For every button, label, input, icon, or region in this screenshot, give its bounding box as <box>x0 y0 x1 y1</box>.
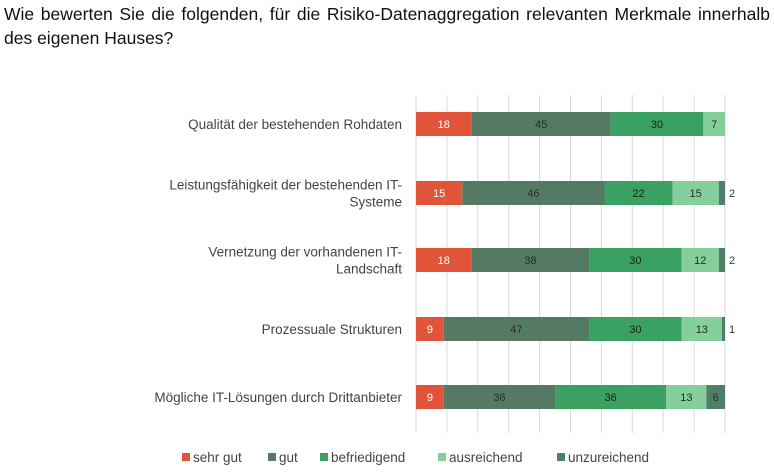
legend-label: gut <box>279 450 298 465</box>
bar-segment <box>610 112 704 136</box>
legend-swatch <box>182 453 190 461</box>
legend: sehr gut gut befriedigend ausreichend unzure… <box>182 450 649 465</box>
data-label: 6 <box>713 392 719 404</box>
bar-segment <box>443 317 590 341</box>
data-label: 2 <box>729 188 735 200</box>
bar-segment <box>718 181 725 205</box>
bar-segment <box>416 385 444 409</box>
bar-segment <box>555 385 667 409</box>
bar-segment <box>416 248 472 272</box>
legend-label: unzureichend <box>568 450 649 465</box>
bar-segment <box>604 181 673 205</box>
data-label: 38 <box>524 255 536 267</box>
bar-segment <box>718 248 725 272</box>
chart-title: Wie bewerten Sie die folgenden, für die … <box>4 4 770 48</box>
bar-segment <box>471 112 611 136</box>
data-label: 30 <box>651 119 663 131</box>
category-labels: Qualität der bestehenden Rohdaten Leistun… <box>154 117 402 405</box>
data-label: 1 <box>729 324 735 336</box>
bar-segment <box>589 248 682 272</box>
bar-segment <box>471 248 590 272</box>
data-label: 30 <box>629 324 641 336</box>
data-label: 15 <box>433 188 445 200</box>
legend-swatch <box>557 453 565 461</box>
data-label: 45 <box>535 119 547 131</box>
category-label: Prozessuale Strukturen <box>262 322 402 337</box>
data-label: 47 <box>510 324 522 336</box>
category-label: Mögliche IT-Lösungen durch Drittanbieter <box>154 390 402 405</box>
bar-segment <box>443 385 556 409</box>
legend-label: sehr gut <box>193 450 242 465</box>
category-label: Landschaft <box>336 262 402 277</box>
bar-segment <box>681 317 722 341</box>
bar-segment <box>681 248 719 272</box>
data-label: 13 <box>696 324 708 336</box>
data-label: 46 <box>527 188 539 200</box>
bar-segment <box>721 317 725 341</box>
legend-label: ausreichend <box>449 450 523 465</box>
data-label: 36 <box>493 392 505 404</box>
data-label: 18 <box>438 255 450 267</box>
bar-segment <box>703 112 725 136</box>
data-label: 12 <box>694 255 706 267</box>
bar-segment <box>416 181 463 205</box>
bar-segment <box>672 181 719 205</box>
category-label: Leistungsfähigkeit der bestehenden IT- <box>169 178 402 193</box>
data-label: 9 <box>427 392 433 404</box>
category-label: Systeme <box>349 195 402 210</box>
bar-segment <box>416 317 444 341</box>
category-label: Vernetzung der vorhandenen IT- <box>208 245 402 260</box>
data-label: 30 <box>629 255 641 267</box>
data-label: 13 <box>680 392 692 404</box>
data-label: 22 <box>632 188 644 200</box>
legend-swatch <box>438 453 446 461</box>
data-label: 7 <box>711 119 717 131</box>
category-label: Qualität der bestehenden Rohdaten <box>188 117 402 132</box>
bars: 18 45 30 7 15 46 22 15 2 18 38 30 12 2 9 47 30 13 1 9 36 36 13… <box>416 112 735 409</box>
data-label: 36 <box>605 392 617 404</box>
bar-segment <box>589 317 682 341</box>
legend-label: befriedigend <box>331 450 405 465</box>
bar-segment <box>706 385 725 409</box>
data-label: 15 <box>690 188 702 200</box>
legend-swatch <box>268 453 276 461</box>
bar-segment <box>666 385 707 409</box>
data-label: 2 <box>729 255 735 267</box>
legend-swatch <box>320 453 328 461</box>
bar-segment <box>416 112 472 136</box>
bar-segment <box>462 181 605 205</box>
data-label: 9 <box>427 324 433 336</box>
data-label: 18 <box>438 119 450 131</box>
